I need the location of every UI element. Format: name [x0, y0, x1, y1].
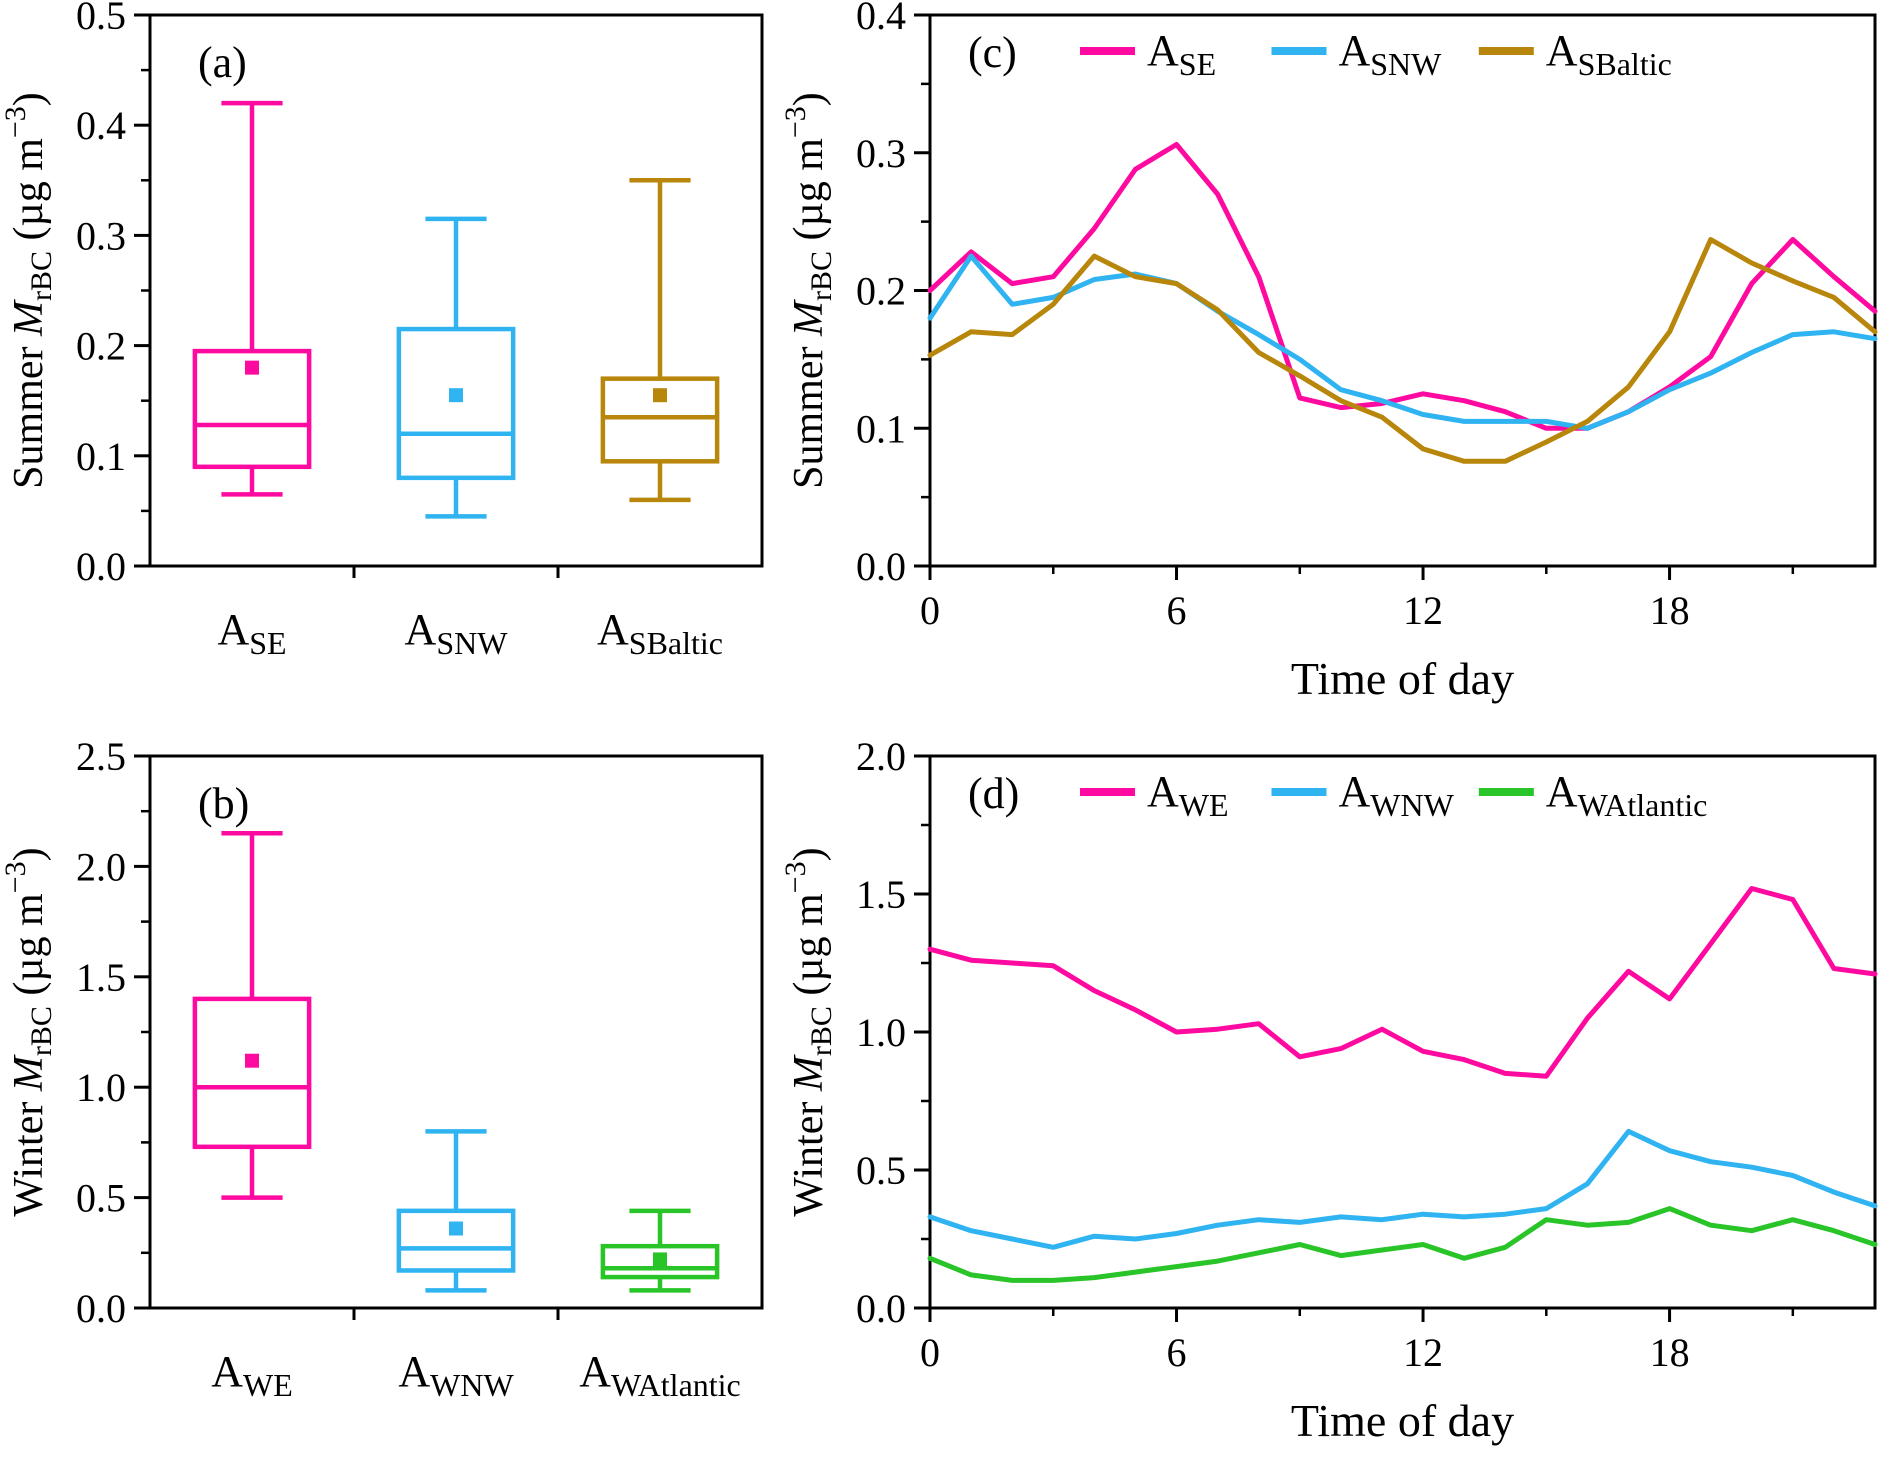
svg-text:0.3: 0.3 — [76, 213, 126, 258]
svg-text:Time of day: Time of day — [1291, 653, 1514, 704]
summer-boxplot-chart: 0.0 0.1 0.2 0.3 0.4 0.5 ASE ASNW ASBaltic (a) Summ… — [0, 0, 764, 661]
svg-text:12: 12 — [1403, 1330, 1443, 1375]
panel-c: 0.0 0.1 0.2 0.3 0.4 0 6 12 18 Time of day (c) ASE AS… — [780, 0, 1892, 741]
svg-text:(b): (b) — [198, 779, 249, 828]
svg-text:0.0: 0.0 — [76, 1286, 126, 1331]
svg-text:0.5: 0.5 — [76, 1176, 126, 1221]
svg-text:Time of day: Time of day — [1291, 1395, 1514, 1446]
svg-text:2.5: 2.5 — [76, 741, 126, 779]
summer-diurnal-line-chart: 0.0 0.1 0.2 0.3 0.4 0 6 12 18 Time of day (c) ASE AS… — [780, 0, 1878, 704]
svg-text:2.0: 2.0 — [76, 844, 126, 889]
svg-text:6: 6 — [1167, 588, 1187, 633]
svg-text:AWAtlantic: AWAtlantic — [579, 1347, 741, 1403]
svg-text:AWE: AWE — [211, 1347, 293, 1403]
svg-text:6: 6 — [1167, 1330, 1187, 1375]
svg-text:Winter MrBC (µg m−3): Winter MrBC (µg m−3) — [0, 847, 58, 1216]
svg-text:0.2: 0.2 — [76, 324, 126, 369]
svg-text:0.2: 0.2 — [856, 269, 906, 314]
svg-text:2.0: 2.0 — [856, 741, 906, 779]
svg-text:ASNW: ASNW — [405, 605, 509, 661]
svg-text:AWE: AWE — [1147, 767, 1229, 823]
svg-text:0.4: 0.4 — [856, 0, 906, 38]
svg-text:0: 0 — [920, 1330, 940, 1375]
svg-text:ASBaltic: ASBaltic — [1546, 26, 1672, 82]
svg-text:ASBaltic: ASBaltic — [597, 605, 723, 661]
svg-text:1.5: 1.5 — [76, 955, 126, 1000]
svg-text:AWNW: AWNW — [398, 1347, 514, 1403]
svg-text:0.0: 0.0 — [856, 544, 906, 589]
svg-text:18: 18 — [1650, 1330, 1690, 1375]
svg-text:AWAtlantic: AWAtlantic — [1546, 767, 1708, 823]
svg-text:0.1: 0.1 — [76, 434, 126, 479]
svg-text:18: 18 — [1650, 588, 1690, 633]
svg-text:12: 12 — [1403, 588, 1443, 633]
svg-text:0.0: 0.0 — [76, 544, 126, 589]
svg-text:0: 0 — [920, 588, 940, 633]
svg-text:ASNW: ASNW — [1338, 26, 1442, 82]
svg-text:(c): (c) — [968, 28, 1017, 77]
panel-d: 0.0 0.5 1.0 1.5 2.0 0 6 12 18 Time of day (d) AWE AW… — [780, 741, 1892, 1483]
svg-text:0.0: 0.0 — [856, 1286, 906, 1331]
winter-diurnal-line-chart: 0.0 0.5 1.0 1.5 2.0 0 6 12 18 Time of day (d) AWE AW… — [780, 741, 1878, 1446]
svg-text:Winter MrBC (µg m−3): Winter MrBC (µg m−3) — [780, 847, 838, 1216]
winter-boxplot-chart: 0.0 0.5 1.0 1.5 2.0 2.5 AWE AWNW AWAtlantic (b) Wi… — [0, 741, 764, 1403]
svg-text:0.3: 0.3 — [856, 131, 906, 176]
svg-text:0.4: 0.4 — [76, 103, 126, 148]
svg-text:1.5: 1.5 — [856, 872, 906, 917]
svg-text:(a): (a) — [198, 38, 247, 87]
panel-a: 0.0 0.1 0.2 0.3 0.4 0.5 ASE ASNW ASBaltic (a) Summ… — [0, 0, 780, 741]
svg-text:0.5: 0.5 — [76, 0, 126, 38]
svg-text:AWNW: AWNW — [1338, 767, 1454, 823]
panel-b: 0.0 0.5 1.0 1.5 2.0 2.5 AWE AWNW AWAtlantic (b) Wi… — [0, 741, 780, 1483]
svg-text:1.0: 1.0 — [856, 1010, 906, 1055]
svg-text:Summer MrBC (µg m−3): Summer MrBC (µg m−3) — [780, 92, 838, 489]
svg-text:Summer MrBC (µg m−3): Summer MrBC (µg m−3) — [0, 92, 58, 489]
svg-text:ASE: ASE — [217, 605, 286, 661]
svg-text:ASE: ASE — [1147, 26, 1216, 82]
svg-text:1.0: 1.0 — [76, 1065, 126, 1110]
svg-text:(d): (d) — [968, 769, 1019, 818]
svg-text:0.1: 0.1 — [856, 406, 906, 451]
svg-text:0.5: 0.5 — [856, 1148, 906, 1193]
